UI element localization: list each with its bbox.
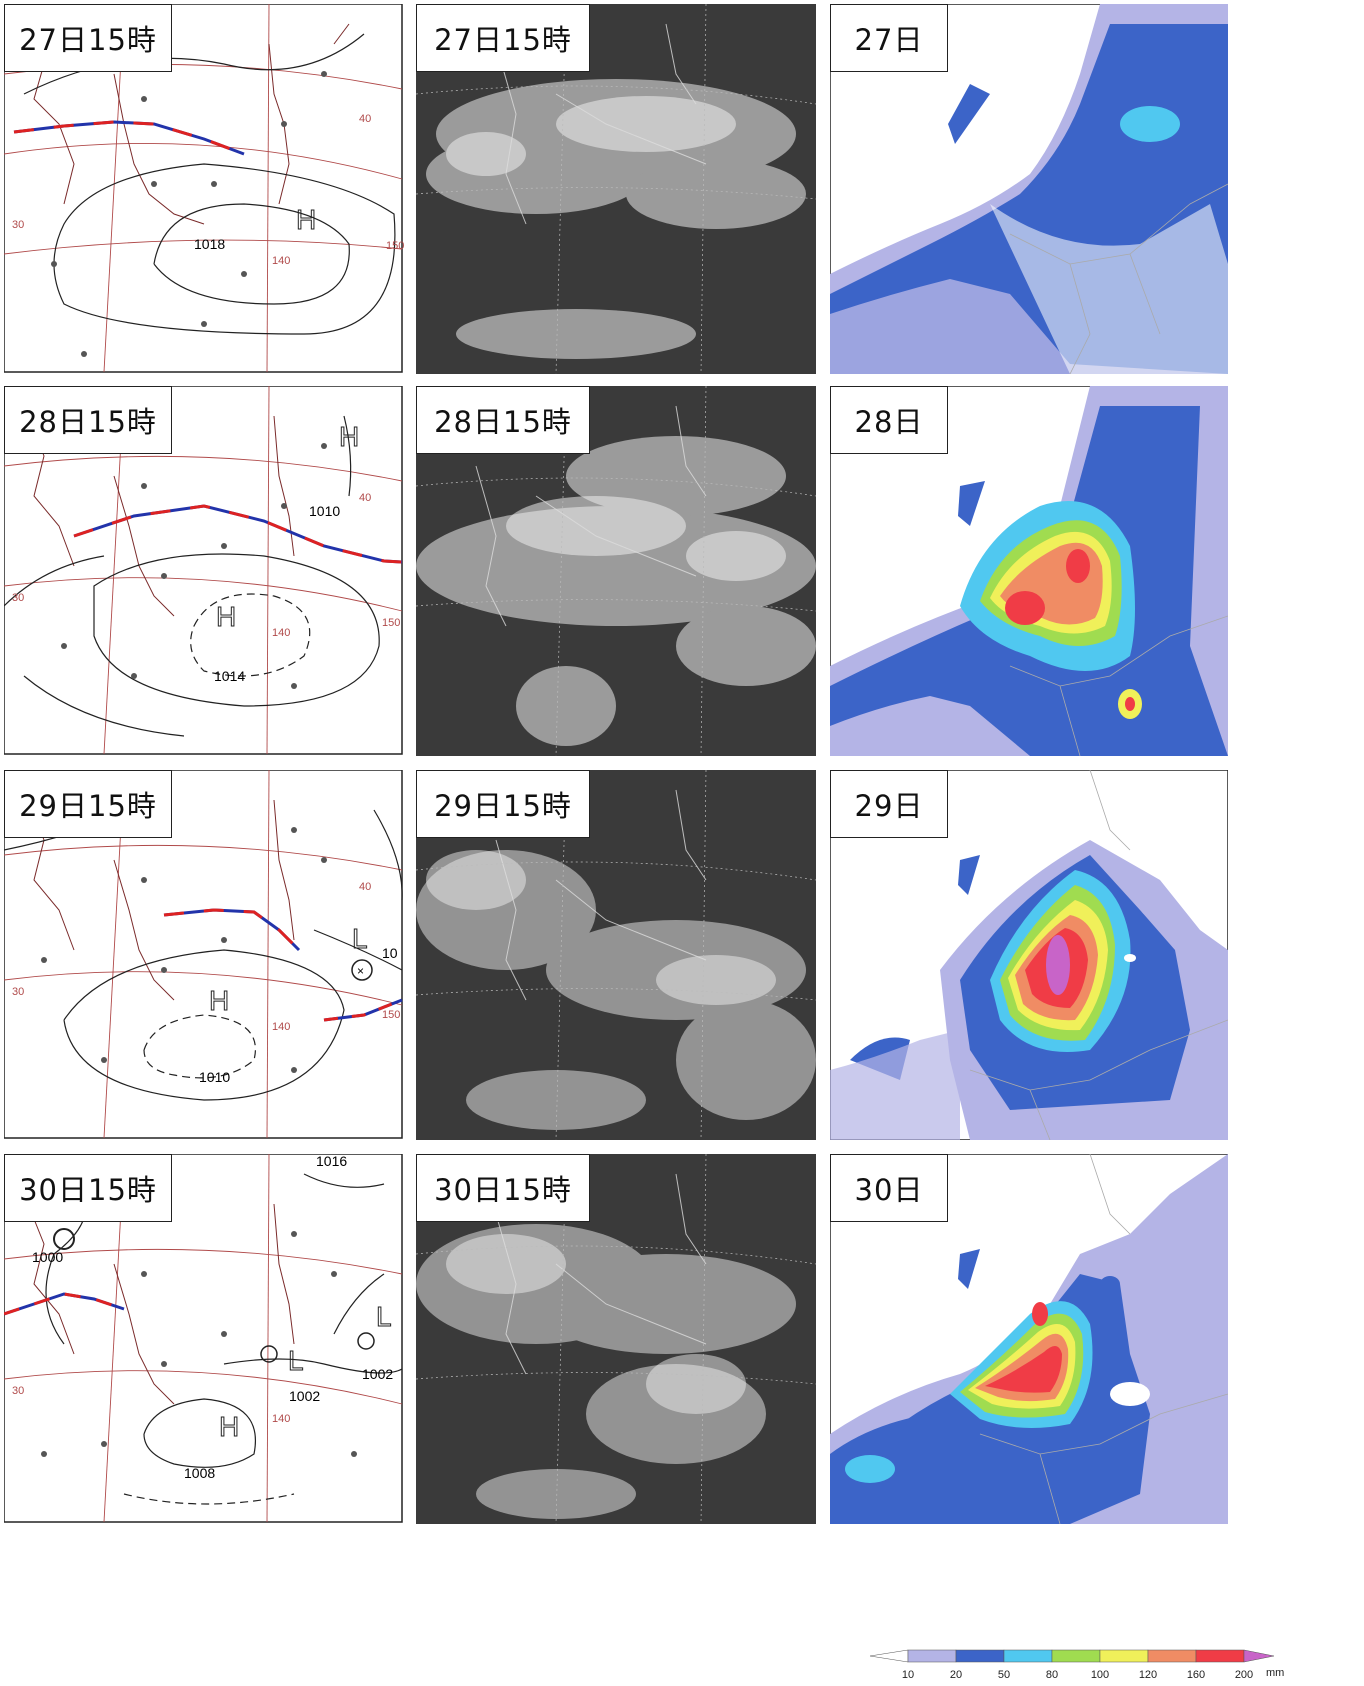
satellite-time-label: 28日15時 (416, 386, 590, 454)
legend-swatch (1100, 1650, 1148, 1662)
weather-map-time-label: 30日15時 (4, 1154, 172, 1222)
legend-swatch (870, 1650, 908, 1662)
rainfall-date-label: 29日 (830, 770, 948, 838)
rainfall-color-legend: 10 20 50 80 100 120 160 200 mm (860, 1648, 1340, 1686)
satellite-time-label: 27日15時 (416, 4, 590, 72)
lat-label: 30 (12, 1385, 24, 1397)
legend-tick-label: 200 (1235, 1669, 1253, 1681)
satellite-image-30: 30日15時 (416, 1154, 816, 1524)
weather-map-time-label: 28日15時 (4, 386, 172, 454)
lon-label: 140 (272, 1021, 290, 1033)
legend-swatch (908, 1650, 956, 1662)
lon-label: 150 (382, 617, 400, 629)
lat-label: 40 (359, 113, 371, 125)
isobar-label: 1010 (199, 1069, 230, 1085)
satellite-time-label: 30日15時 (416, 1154, 590, 1222)
lon-label: 150 (382, 1009, 400, 1021)
weather-map-time-label: 27日15時 (4, 4, 172, 72)
isobar-label: 1002 (289, 1388, 320, 1404)
lon-label: 140 (272, 255, 290, 267)
isobar-label: 1018 (194, 236, 225, 252)
legend-unit-label: mm (1266, 1667, 1284, 1679)
rainfall-date-label: 28日 (830, 386, 948, 454)
rainfall-date-label: 30日 (830, 1154, 948, 1222)
satellite-time-label: 29日15時 (416, 770, 590, 838)
legend-swatch (1244, 1650, 1274, 1662)
rainfall-date-label: 27日 (830, 4, 948, 72)
isobar-label: 1010 (309, 503, 340, 519)
isobar-label: 10 (382, 945, 398, 961)
legend-swatch (1052, 1650, 1100, 1662)
lat-label: 30 (12, 592, 24, 604)
legend-tick-label: 100 (1091, 1669, 1109, 1681)
lon-label: 140 (272, 1413, 290, 1425)
lon-label: 140 (272, 627, 290, 639)
low-pressure-symbol: L (288, 1345, 304, 1376)
legend-swatch (956, 1650, 1004, 1662)
isobar-label: 1002 (362, 1366, 393, 1382)
legend-tick-label: 50 (998, 1669, 1010, 1681)
high-pressure-symbol: H (216, 601, 236, 632)
lat-label: 30 (12, 219, 24, 231)
high-pressure-symbol: H (219, 1411, 239, 1442)
weather-map-27: 1018 H 40 30 140 150 27日15時 (4, 4, 404, 374)
lat-label: 30 (12, 986, 24, 998)
isobar-label: 1008 (184, 1465, 215, 1481)
rainfall-map-29: 29日 (830, 770, 1228, 1140)
legend-tick-label: 20 (950, 1669, 962, 1681)
weather-map-28: 1010 1014 H H 40 30 140 150 28日15時 (4, 386, 404, 756)
isobar-label: 1016 (316, 1154, 347, 1169)
lat-label: 40 (359, 881, 371, 893)
high-pressure-symbol: H (296, 204, 316, 235)
rainfall-map-27: 27日 (830, 4, 1228, 374)
svg-text:×: × (357, 964, 364, 978)
legend-swatch (1148, 1650, 1196, 1662)
legend-colorbar: 10 20 50 80 100 120 160 200 mm (860, 1648, 1340, 1686)
satellite-image-28: 28日15時 (416, 386, 816, 756)
weather-map-time-label: 29日15時 (4, 770, 172, 838)
isobar-label: 1000 (32, 1249, 63, 1265)
low-pressure-symbol: L (376, 1301, 392, 1332)
legend-swatch (1196, 1650, 1244, 1662)
legend-tick-label: 10 (902, 1669, 914, 1681)
legend-tick-label: 120 (1139, 1669, 1157, 1681)
lon-label: 150 (386, 240, 404, 252)
isobar-label: 1014 (214, 668, 245, 684)
low-pressure-symbol: L (352, 923, 368, 954)
legend-tick-label: 160 (1187, 1669, 1205, 1681)
weather-map-30: 1000 1002 1002 1008 1016 H L L 30 140 30… (4, 1154, 404, 1524)
weather-map-29: × 1010 10 H L 40 30 140 150 29日15時 (4, 770, 404, 1140)
high-pressure-symbol: H (339, 421, 359, 452)
satellite-image-27: 27日15時 (416, 4, 816, 374)
rainfall-map-28: 28日 (830, 386, 1228, 756)
legend-swatch (1004, 1650, 1052, 1662)
legend-tick-label: 80 (1046, 1669, 1058, 1681)
satellite-image-29: 29日15時 (416, 770, 816, 1140)
lat-label: 40 (359, 492, 371, 504)
rainfall-map-30: 30日 (830, 1154, 1228, 1524)
high-pressure-symbol: H (209, 985, 229, 1016)
